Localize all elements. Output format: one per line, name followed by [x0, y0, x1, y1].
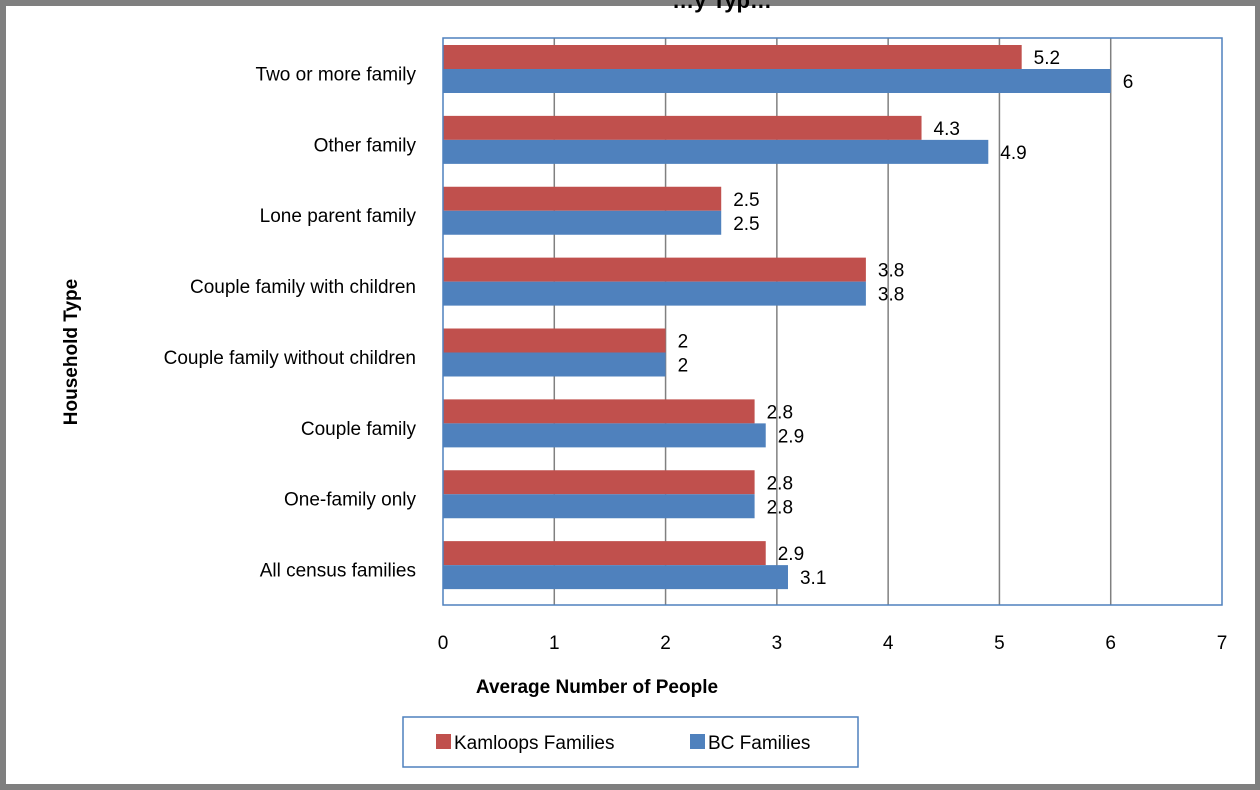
bar-bc [443, 352, 666, 377]
data-label: 6 [1123, 72, 1134, 93]
x-tick-label: 7 [1217, 633, 1228, 654]
x-tick-label: 5 [994, 633, 1005, 654]
data-labels: 5.2 6 4.3 4.9 2.5 2.5 3.8 3.8 2 2 2.8 2.9 2.8 2.8 2.9 3… [678, 48, 1134, 589]
data-label: 2 [678, 356, 689, 377]
category-label: Couple family without children [164, 348, 416, 369]
plot-area [442, 37, 1223, 606]
x-tick-label: 6 [1105, 633, 1116, 654]
bar-kamloops [443, 257, 866, 282]
x-axis-ticks: 0 1 2 3 4 5 6 7 [438, 633, 1228, 654]
bar-kamloops [443, 470, 755, 495]
bar-kamloops [443, 115, 922, 140]
data-label: 2 [678, 332, 689, 353]
bar-bc [443, 494, 755, 519]
category-label: Two or more family [256, 64, 417, 85]
bar-bc [443, 565, 788, 590]
bar-kamloops [443, 541, 766, 566]
data-label: 2.8 [767, 497, 793, 518]
legend-label: BC Families [708, 733, 810, 754]
bar-kamloops [443, 399, 755, 424]
x-tick-label: 2 [660, 633, 671, 654]
bars [443, 45, 1111, 590]
legend-swatch [690, 734, 705, 749]
bar-bc [443, 210, 722, 235]
y-axis-categories: Two or more family Other family Lone pare… [164, 64, 417, 581]
bar-bc [443, 423, 766, 448]
bar-bc [443, 139, 989, 164]
legend-label: Kamloops Families [454, 733, 615, 754]
category-label: Other family [314, 135, 417, 156]
category-label: All census families [260, 561, 416, 582]
data-label: 2.5 [733, 214, 759, 235]
bar-bc [443, 69, 1111, 93]
data-label: 4.3 [934, 119, 960, 140]
x-tick-label: 4 [883, 633, 894, 654]
legend-box [402, 716, 859, 768]
category-label: One-family only [284, 490, 416, 511]
data-label: 5.2 [1034, 48, 1060, 69]
x-tick-label: 3 [772, 633, 783, 654]
x-tick-label: 1 [549, 633, 560, 654]
data-label: 2.9 [778, 426, 804, 447]
data-label: 3.1 [800, 568, 826, 589]
bar-bc [443, 281, 866, 306]
data-label: 2.8 [767, 402, 793, 423]
bar-kamloops [443, 45, 1022, 69]
legend: Kamloops Families BC Families [402, 716, 859, 768]
category-label: Couple family with children [190, 277, 416, 298]
x-axis-title: Average Number of People [476, 677, 718, 698]
chart-title: …y Typ… [672, 0, 772, 13]
data-label: 3.8 [878, 285, 904, 306]
y-axis-title: Household Type [61, 279, 82, 425]
data-label: 2.9 [778, 544, 804, 565]
category-label: Lone parent family [260, 206, 417, 227]
data-label: 4.9 [1000, 143, 1026, 164]
bar-kamloops [443, 328, 666, 353]
data-label: 2.8 [767, 473, 793, 494]
category-label: Couple family [301, 419, 417, 440]
data-label: 3.8 [878, 261, 904, 282]
data-label: 2.5 [733, 190, 759, 211]
x-tick-label: 0 [438, 633, 449, 654]
bar-kamloops [443, 186, 722, 211]
legend-swatch [436, 734, 451, 749]
